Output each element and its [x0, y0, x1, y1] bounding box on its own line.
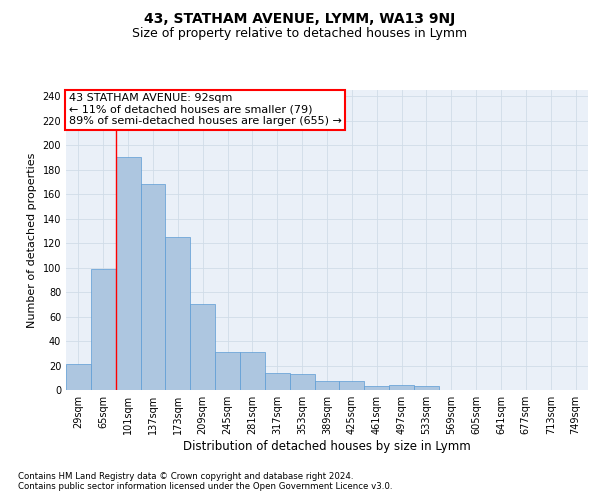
Text: 43, STATHAM AVENUE, LYMM, WA13 9NJ: 43, STATHAM AVENUE, LYMM, WA13 9NJ — [145, 12, 455, 26]
Bar — [290, 374, 314, 390]
Bar — [364, 386, 389, 390]
Bar — [116, 158, 140, 390]
Text: 43 STATHAM AVENUE: 92sqm
← 11% of detached houses are smaller (79)
89% of semi-d: 43 STATHAM AVENUE: 92sqm ← 11% of detach… — [68, 93, 341, 126]
Text: Size of property relative to detached houses in Lymm: Size of property relative to detached ho… — [133, 28, 467, 40]
Bar — [91, 269, 116, 390]
X-axis label: Distribution of detached houses by size in Lymm: Distribution of detached houses by size … — [183, 440, 471, 453]
Bar — [389, 385, 414, 390]
Bar — [314, 382, 340, 390]
Text: Contains public sector information licensed under the Open Government Licence v3: Contains public sector information licen… — [18, 482, 392, 491]
Bar — [414, 386, 439, 390]
Bar — [340, 382, 364, 390]
Bar — [166, 237, 190, 390]
Bar — [240, 352, 265, 390]
Bar — [66, 364, 91, 390]
Bar — [265, 373, 290, 390]
Bar — [140, 184, 166, 390]
Bar — [215, 352, 240, 390]
Y-axis label: Number of detached properties: Number of detached properties — [27, 152, 37, 328]
Bar — [190, 304, 215, 390]
Text: Contains HM Land Registry data © Crown copyright and database right 2024.: Contains HM Land Registry data © Crown c… — [18, 472, 353, 481]
